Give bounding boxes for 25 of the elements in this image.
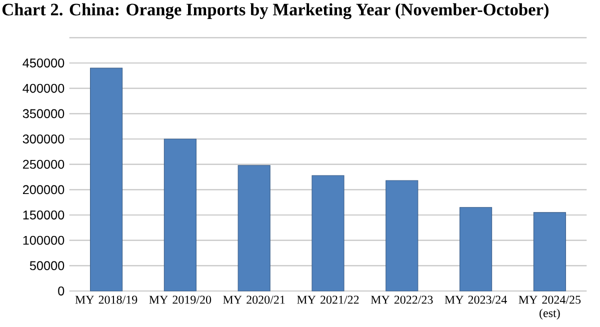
bar — [533, 212, 566, 292]
chart-title: Chart 2. China: Orange Imports by Marketing Year (November-October) — [2, 3, 549, 20]
x-tick-label: MY 2019/20 — [149, 296, 212, 304]
x-tick-label: MY 2020/21 — [223, 296, 285, 304]
x-tick-label: MY 2024/25 (est) — [518, 296, 581, 320]
y-tick-label: 0 — [58, 286, 64, 296]
y-tick-label: 200000 — [22, 185, 64, 194]
y-tick-label: 350000 — [22, 109, 64, 118]
bar — [312, 175, 344, 292]
x-tick-label: MY 2023/24 — [444, 296, 507, 304]
bar — [238, 165, 270, 292]
x-tick-label: MY 2021/22 — [297, 296, 359, 304]
x-tick-label: MY 2018/19 — [75, 296, 138, 304]
bar — [90, 68, 123, 292]
y-tick-label: 50000 — [30, 261, 64, 270]
y-tick-label: 100000 — [23, 236, 64, 245]
y-tick-label: 400000 — [22, 84, 64, 93]
y-tick-label: 150000 — [23, 210, 64, 220]
y-tick-label: 300000 — [22, 134, 64, 144]
bar — [164, 138, 196, 292]
y-tick-label: 250000 — [22, 160, 64, 169]
bar — [460, 207, 492, 292]
x-tick-label: MY 2022/23 — [370, 296, 433, 304]
bar — [386, 180, 418, 292]
y-tick-label: 450000 — [22, 58, 64, 68]
